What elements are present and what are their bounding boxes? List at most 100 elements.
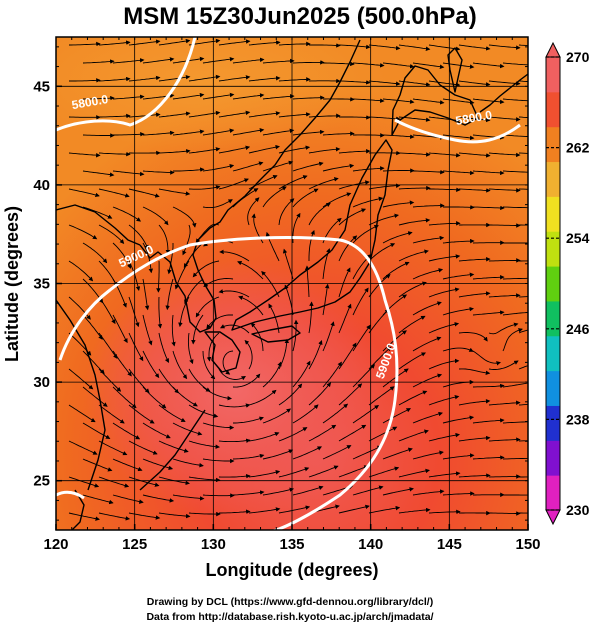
streamline: [412, 373, 443, 388]
streamline: [502, 206, 528, 209]
streamline: [188, 74, 221, 82]
streamline: [158, 440, 189, 453]
streamline: [206, 314, 234, 330]
contour-label: 5800.0: [455, 108, 494, 128]
taiwan-coast: [71, 489, 85, 530]
streamline: [112, 314, 128, 344]
streamline: [68, 224, 98, 240]
colorbar: 230 238 246 254 262 270: [545, 41, 590, 526]
streamline: [98, 76, 131, 82]
streamline: [412, 489, 445, 496]
credit-data: Data from http://database.rish.kyoto-u.a…: [146, 611, 433, 623]
streamline: [128, 296, 140, 328]
streamline: [458, 188, 491, 193]
streamline: [219, 324, 250, 334]
streamline: [128, 112, 161, 118]
streamline: [112, 170, 145, 177]
y-tick-label: 40: [33, 177, 50, 194]
streamline: [202, 199, 233, 209]
streamline: [368, 426, 398, 442]
streamline: [472, 310, 505, 316]
streamline: [188, 476, 221, 483]
streamline: [142, 314, 153, 346]
streamline: [309, 43, 341, 48]
streamline: [112, 94, 145, 100]
streamline: [158, 512, 191, 519]
streamline: [428, 287, 460, 298]
streamline: [308, 465, 339, 478]
y-tick-label: 45: [33, 78, 50, 95]
streamline: [519, 260, 528, 262]
streamline: [488, 437, 521, 442]
colorbar-segment: [546, 440, 560, 476]
streamline: [398, 218, 431, 226]
streamline: [69, 78, 101, 83]
height-contours: [56, 37, 521, 530]
north-warm-zone: [56, 37, 390, 150]
streamline: [68, 440, 98, 455]
colorbar-segment: [546, 231, 560, 267]
streamline: [232, 161, 264, 172]
streamline: [192, 260, 220, 278]
streamline: [248, 507, 281, 514]
streamline: [398, 468, 430, 478]
streamline: [82, 170, 115, 177]
streamline: [458, 152, 491, 158]
streamline: [398, 507, 431, 514]
streamline: [322, 283, 330, 316]
streamline: [195, 296, 220, 318]
streamline: [338, 342, 357, 370]
streamline: [458, 291, 491, 298]
streamline: [278, 505, 311, 514]
streamline: [428, 471, 461, 478]
streamline: [472, 62, 505, 69]
streamline: [472, 275, 505, 280]
streamline: [292, 360, 311, 388]
streamline: [338, 208, 367, 226]
streamline: [158, 188, 191, 196]
streamline: [112, 494, 144, 504]
streamline: [368, 213, 399, 226]
streamline: [308, 301, 314, 334]
streamline: [488, 44, 521, 50]
streamline: [112, 350, 132, 377]
streamline: [292, 60, 325, 65]
streamline: [518, 329, 528, 334]
streamline: [142, 57, 175, 64]
streamline: [308, 382, 332, 406]
contour-label: 5800.0: [71, 92, 110, 112]
colorbar-segment: [546, 91, 560, 128]
streamline: [232, 128, 265, 136]
streamline: [142, 278, 150, 311]
streamline: [458, 435, 491, 442]
streamline: [398, 315, 426, 334]
streamline: [398, 352, 427, 370]
streamline: [247, 197, 260, 226]
streamline: [368, 116, 401, 122]
streamline: [339, 115, 371, 120]
streamline: [292, 95, 325, 101]
streamline: [368, 505, 401, 514]
streamline: [98, 40, 131, 46]
streamline: [158, 38, 191, 46]
streamline: [98, 368, 122, 392]
streamline: [68, 404, 96, 423]
streamline: [158, 149, 191, 154]
streamline: [278, 198, 295, 226]
streamline: [248, 40, 281, 46]
contour-5800-ne: [394, 118, 521, 144]
streamline: [368, 243, 396, 262]
north-korea-china-coast: [244, 39, 361, 197]
streamline: [98, 332, 118, 359]
streamline: [412, 203, 445, 208]
streamline: [472, 98, 505, 105]
streamline: [202, 350, 216, 380]
streamline: [128, 39, 161, 46]
streamline: [442, 347, 474, 352]
streamline: [338, 80, 371, 85]
streamline: [250, 322, 264, 352]
streamline: [128, 440, 158, 455]
colorbar-segment: [546, 196, 560, 232]
